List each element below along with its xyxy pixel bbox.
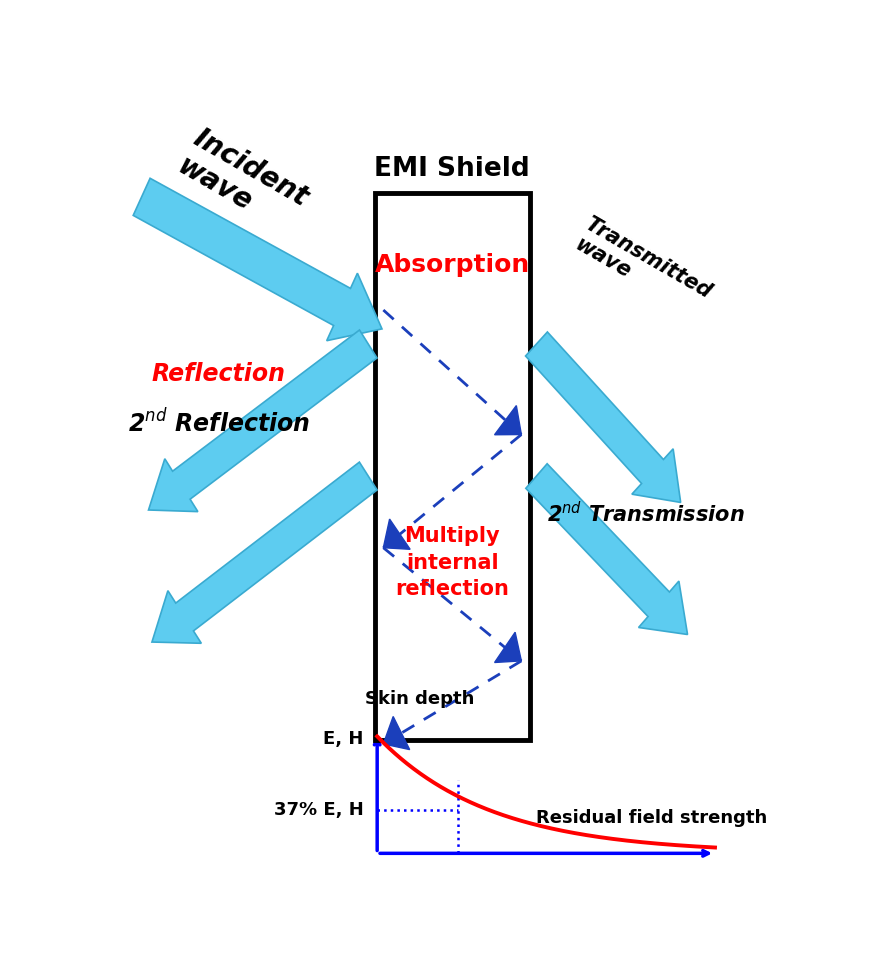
Text: Transmitted
wave: Transmitted wave (571, 215, 715, 322)
Polygon shape (494, 632, 521, 662)
Polygon shape (149, 330, 377, 512)
Text: Skin depth: Skin depth (365, 691, 474, 709)
Polygon shape (525, 332, 680, 503)
Text: E, H: E, H (323, 730, 363, 748)
Polygon shape (525, 464, 688, 634)
Text: 37% E, H: 37% E, H (274, 802, 363, 819)
Text: EMI Shield: EMI Shield (375, 156, 530, 181)
Text: Multiply
internal
reflection: Multiply internal reflection (395, 526, 509, 599)
Polygon shape (384, 716, 409, 750)
Text: Residual field strength: Residual field strength (536, 808, 768, 827)
Bar (375, 193, 530, 740)
Text: Incident
wave: Incident wave (173, 123, 314, 240)
Polygon shape (494, 406, 521, 435)
Text: Reflection: Reflection (152, 363, 286, 386)
Polygon shape (133, 178, 382, 341)
Text: 2$^{nd}$ Reflection: 2$^{nd}$ Reflection (128, 409, 310, 437)
Polygon shape (152, 463, 377, 643)
Text: Absorption: Absorption (375, 253, 530, 276)
Polygon shape (384, 519, 410, 550)
Text: 2$^{nd}$ Transmission: 2$^{nd}$ Transmission (547, 501, 745, 526)
